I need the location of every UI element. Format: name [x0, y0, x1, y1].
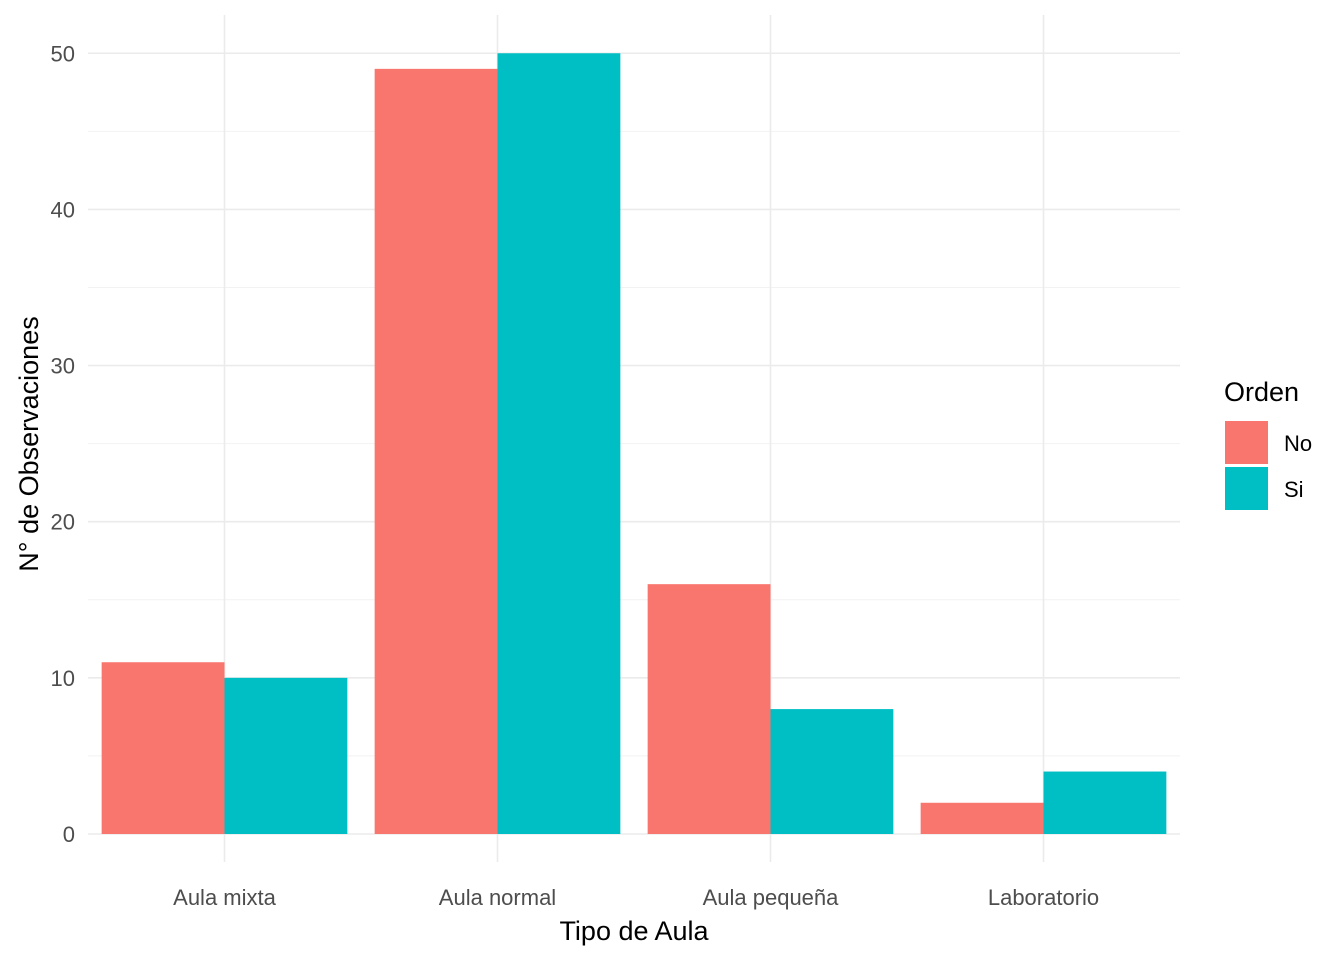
- x-axis-title: Tipo de Aula: [559, 916, 709, 946]
- legend-label-no: No: [1284, 431, 1312, 456]
- bars: [101, 53, 1167, 835]
- legend-key-no: [1225, 421, 1268, 464]
- y-tick-label: 40: [51, 197, 75, 222]
- y-tick-label: 30: [51, 354, 75, 379]
- x-tick-label: Aula pequeña: [703, 885, 840, 910]
- y-tick-label: 0: [63, 822, 75, 847]
- y-axis-title: N° de Observaciones: [14, 316, 44, 571]
- bar-no-4: [920, 802, 1044, 834]
- y-tick-label: 20: [51, 510, 75, 535]
- y-tick-label: 10: [51, 666, 75, 691]
- legend-label-si: Si: [1284, 477, 1304, 502]
- y-tick-label: 50: [51, 41, 75, 66]
- x-tick-label: Aula mixta: [173, 885, 276, 910]
- x-tick-label: Aula normal: [439, 885, 556, 910]
- bar-si-1: [224, 677, 348, 834]
- bar-no-1: [101, 662, 225, 834]
- legend: Orden No Si: [1224, 377, 1312, 510]
- bar-si-2: [497, 53, 621, 834]
- bar-si-4: [1043, 771, 1167, 834]
- x-tick-label: Laboratorio: [988, 885, 1099, 910]
- bar-no-2: [374, 68, 498, 835]
- y-axis-ticks: 0 10 20 30 40 50: [51, 41, 75, 847]
- bar-no-3: [647, 584, 771, 834]
- x-axis-ticks: Aula mixta Aula normal Aula pequeña Laborat…: [173, 885, 1099, 910]
- legend-title: Orden: [1224, 377, 1299, 407]
- legend-key-si: [1225, 467, 1268, 510]
- bar-si-3: [770, 709, 894, 834]
